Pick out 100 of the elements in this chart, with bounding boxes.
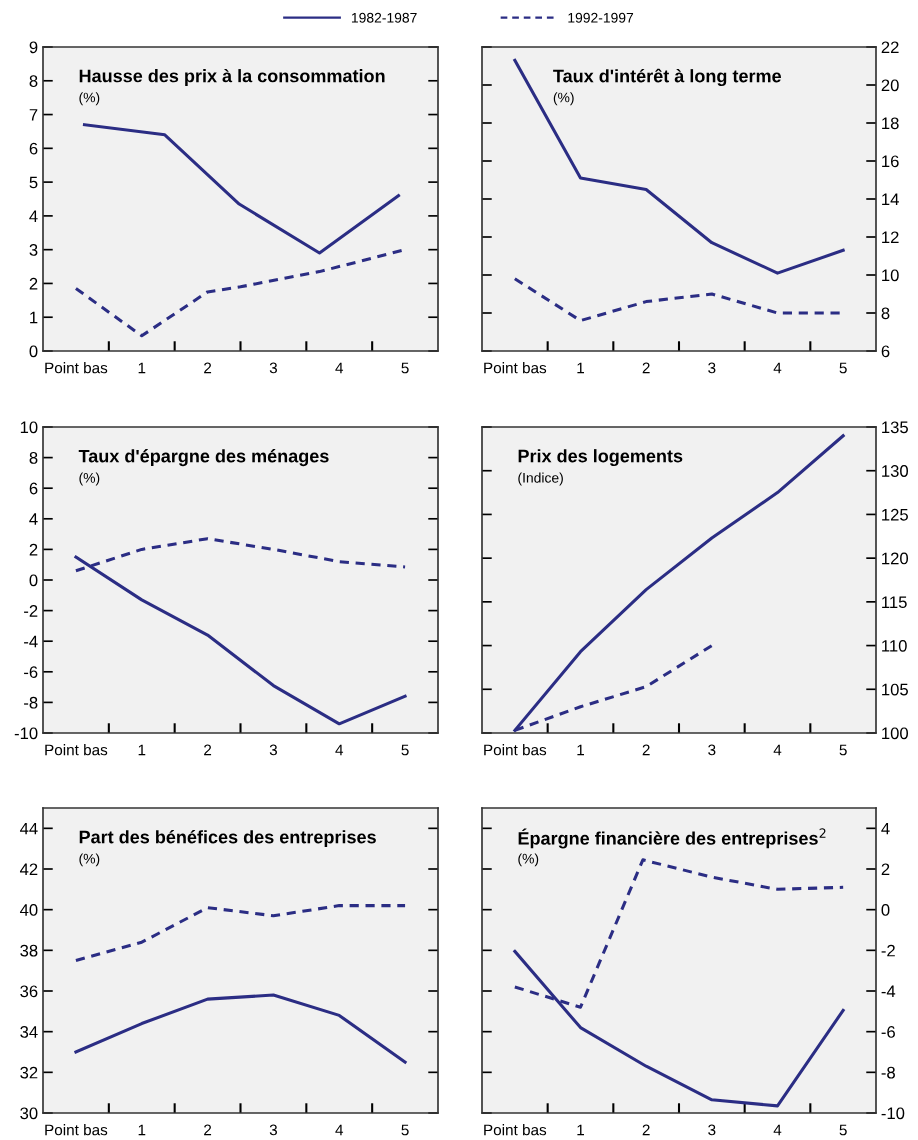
- y-tick-label: 0: [29, 574, 38, 587]
- line-series: [82, 123, 401, 255]
- y-tick-label: 4: [881, 822, 890, 835]
- y-tick-label: 40: [19, 904, 38, 916]
- y-tick-label: 18: [882, 117, 899, 130]
- x-tick-label: 4: [335, 1124, 344, 1136]
- x-tick-label: 2: [204, 362, 212, 374]
- y-tick-label: 5: [29, 176, 38, 189]
- y-tick-label: 0: [881, 904, 890, 916]
- x-tick-label: 2: [642, 744, 650, 756]
- line-series: [74, 904, 407, 963]
- y-tick-label: 30: [20, 1107, 38, 1120]
- x-tick-label: 4: [773, 362, 782, 374]
- x-tick-label: 2: [204, 744, 212, 756]
- x-tick-label: Point bas: [45, 362, 108, 374]
- text: (%): [79, 472, 100, 486]
- y-tick-label: -10: [14, 727, 38, 740]
- y-tick-label: 22: [881, 41, 899, 54]
- x-tick-label: 4: [773, 1124, 782, 1136]
- y-tick-label: 10: [882, 269, 899, 282]
- x-tick-label: 5: [839, 1124, 847, 1136]
- y-tick-label: 4: [29, 210, 38, 222]
- x-tick-label: 1: [138, 744, 146, 756]
- y-tick-label: -6: [881, 1026, 895, 1038]
- y-tick-label: 2: [29, 277, 38, 290]
- legend-label: 1992-1997: [568, 12, 634, 23]
- y-tick-label: 115: [882, 596, 907, 609]
- x-tick-label: 4: [335, 744, 344, 756]
- x-tick-label: 3: [708, 744, 716, 756]
- y-tick-label: 32: [20, 1066, 38, 1079]
- y-tick-label: -8: [24, 696, 38, 709]
- y-tick-label: 8: [29, 75, 38, 87]
- y-tick-label: -8: [881, 1066, 895, 1079]
- y-tick-label: -2: [881, 944, 895, 957]
- line-series: [513, 58, 845, 275]
- y-tick-label: -4: [881, 985, 896, 998]
- y-tick-label: 100: [882, 727, 909, 740]
- y-tick-label: 2: [881, 863, 890, 876]
- x-tick-label: 5: [839, 744, 847, 756]
- text: Épargne financière des entreprises$^{2}$: [518, 828, 826, 849]
- x-tick-label: 3: [269, 1124, 277, 1136]
- text: Part des bénéfices des entreprises: [79, 830, 376, 847]
- y-tick-label: 130: [882, 465, 909, 477]
- text: Hausse des prix à la consommation: [79, 68, 385, 86]
- x-tick-label: Point bas: [45, 744, 108, 756]
- y-tick-label: 12: [882, 231, 899, 244]
- x-tick-label: 3: [708, 362, 716, 374]
- y-tick-label: 44: [19, 822, 38, 835]
- y-tick-label: 120: [882, 552, 909, 565]
- x-tick-label: Point bas: [484, 744, 547, 756]
- y-tick-label: 42: [19, 863, 38, 876]
- y-tick-label: 9: [29, 41, 38, 54]
- y-tick-label: 38: [20, 944, 38, 957]
- y-tick-label: 1: [30, 311, 38, 324]
- x-tick-label: 2: [642, 1124, 650, 1136]
- x-tick-label: 4: [335, 362, 344, 374]
- x-tick-label: Point bas: [484, 1124, 547, 1136]
- y-tick-label: 34: [20, 1026, 38, 1038]
- x-tick-label: 3: [269, 744, 277, 756]
- y-tick-label: 110: [882, 639, 907, 652]
- x-tick-label: Point bas: [45, 1124, 108, 1136]
- legend-label: 1982-1987: [351, 12, 417, 23]
- y-tick-label: -10: [881, 1107, 905, 1120]
- x-tick-label: 5: [839, 362, 847, 374]
- x-tick-label: 1: [138, 1124, 146, 1136]
- y-tick-label: 6: [881, 345, 890, 358]
- text: Taux d'épargne des ménages: [78, 449, 329, 467]
- y-tick-label: 3: [29, 244, 38, 256]
- x-tick-label: 2: [204, 1124, 212, 1136]
- text: Prix des logements: [518, 449, 683, 467]
- x-tick-label: 5: [401, 362, 409, 374]
- x-tick-label: 4: [773, 744, 782, 756]
- y-tick-label: 4: [29, 513, 38, 525]
- y-tick-label: 7: [29, 109, 38, 121]
- y-tick-label: 6: [29, 482, 38, 495]
- y-tick-label: 8: [29, 452, 38, 464]
- y-tick-label: 135: [882, 421, 908, 434]
- x-tick-label: 5: [401, 744, 409, 756]
- y-tick-label: 14: [882, 193, 899, 206]
- x-tick-label: 1: [577, 744, 584, 756]
- x-tick-label: Point bas: [484, 362, 547, 374]
- x-tick-label: 3: [269, 362, 277, 374]
- y-tick-label: -4: [24, 635, 38, 648]
- y-tick-label: -6: [24, 666, 38, 678]
- line-series: [74, 993, 407, 1064]
- text: (%): [79, 853, 100, 867]
- y-tick-label: 8: [881, 307, 890, 320]
- y-tick-label: 6: [29, 142, 38, 155]
- y-tick-label: 2: [29, 543, 38, 556]
- y-tick-label: 10: [20, 421, 38, 434]
- x-tick-label: 1: [577, 362, 584, 374]
- x-tick-label: 5: [401, 1124, 409, 1136]
- text: (%): [518, 853, 539, 867]
- y-tick-label: 36: [20, 985, 38, 998]
- x-tick-label: 1: [138, 362, 146, 374]
- x-tick-label: 3: [708, 1124, 716, 1136]
- text: (%): [79, 92, 100, 106]
- text: Taux d'intérêt à long terme: [553, 68, 781, 87]
- y-tick-label: 16: [882, 155, 899, 168]
- text: (%): [553, 92, 574, 106]
